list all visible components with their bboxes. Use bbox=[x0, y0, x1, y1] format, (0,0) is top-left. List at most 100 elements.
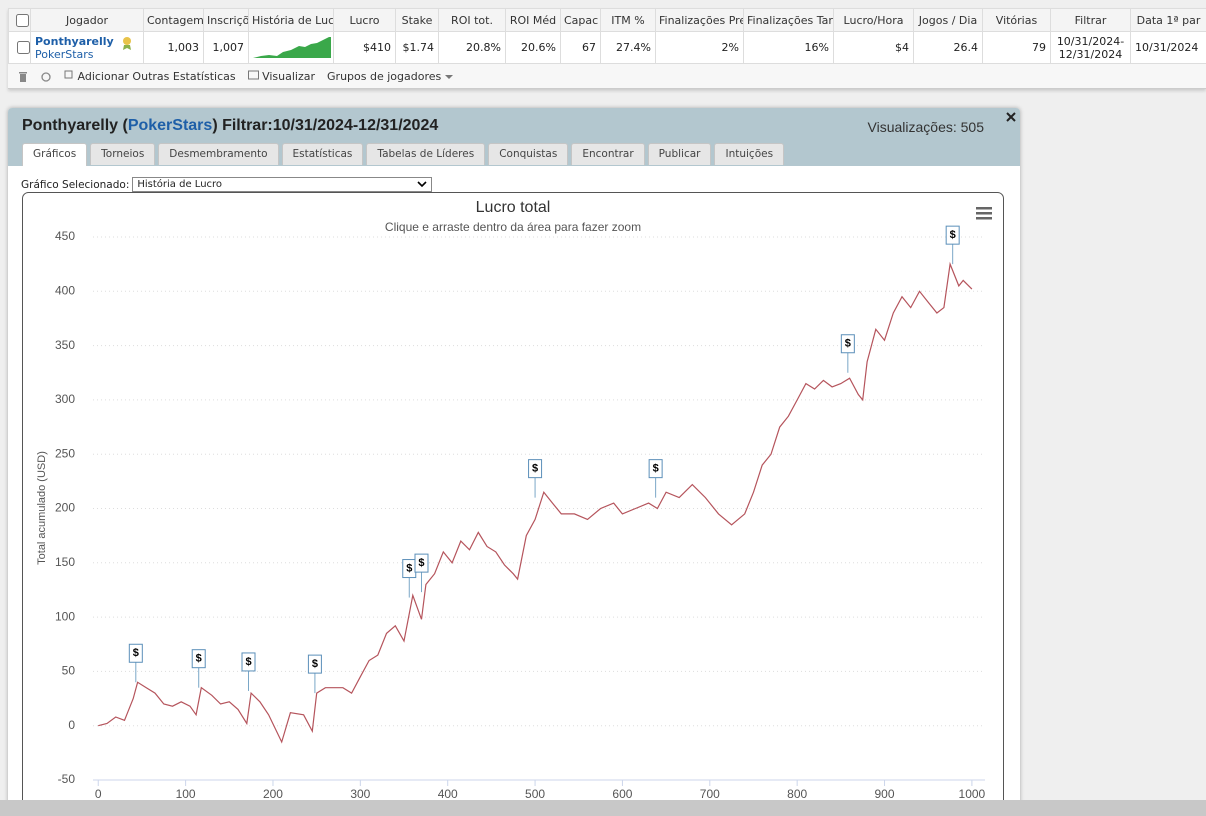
title-filter: ) Filtrar:10/31/2024-12/31/2024 bbox=[212, 117, 439, 134]
column-header[interactable]: ROI Méd bbox=[505, 8, 561, 32]
tab[interactable]: Conquistas bbox=[488, 143, 569, 165]
x-tick-label: 200 bbox=[263, 787, 283, 800]
tab[interactable]: Desmembramento bbox=[158, 143, 279, 165]
add-stats[interactable]: Adicionar Outras Estatísticas bbox=[64, 70, 236, 83]
player-groups[interactable]: Grupos de jogadores bbox=[327, 70, 453, 83]
bottom-bar bbox=[0, 800, 1206, 816]
column-header[interactable]: Stake bbox=[395, 8, 439, 32]
player-site[interactable]: PokerStars bbox=[35, 47, 94, 61]
column-header[interactable]: Data 1ª par bbox=[1130, 8, 1206, 32]
x-tick-label: 800 bbox=[787, 787, 807, 800]
column-header[interactable]: ROI tot. bbox=[438, 8, 506, 32]
tab[interactable]: Publicar bbox=[647, 143, 712, 165]
flag bbox=[648, 459, 663, 479]
groups-label[interactable]: Grupos de jogadores bbox=[327, 69, 442, 83]
add-stats-label[interactable]: Adicionar Outras Estatísticas bbox=[77, 69, 236, 83]
tab[interactable]: Gráficos bbox=[22, 143, 88, 166]
column-header[interactable]: Jogos / Dia bbox=[913, 8, 983, 32]
column-header[interactable]: História de Luc bbox=[248, 8, 334, 32]
column-header[interactable]: Inscriçõ bbox=[203, 8, 249, 32]
selected-option[interactable]: História de Lucro bbox=[137, 179, 223, 190]
icon bbox=[64, 70, 73, 78]
x-tick-label: 500 bbox=[525, 787, 545, 800]
y-tick-label: 150 bbox=[55, 555, 75, 569]
flag-label: $ bbox=[532, 463, 538, 475]
delete-icon[interactable] bbox=[18, 71, 28, 82]
chart-select[interactable]: História de Lucro bbox=[132, 177, 433, 192]
column-header[interactable]: Lucro/Hora bbox=[833, 8, 914, 32]
view[interactable]: Visualizar bbox=[247, 69, 316, 83]
y-tick-label: 250 bbox=[55, 446, 75, 460]
cell: 2% bbox=[655, 31, 744, 64]
player-grid: Jogador Contagem Inscriçõ História de Luc Lu… bbox=[8, 8, 1206, 89]
cell: 16% bbox=[743, 31, 834, 64]
tab[interactable]: Encontrar bbox=[571, 143, 645, 165]
flag-label: $ bbox=[133, 647, 139, 659]
column-header[interactable]: Finalizações Tar bbox=[743, 8, 834, 32]
checkbox[interactable] bbox=[16, 13, 29, 27]
view-label[interactable]: Visualizar bbox=[262, 69, 316, 83]
cell: 1,007 bbox=[203, 31, 249, 64]
x-tick-label: 600 bbox=[612, 787, 632, 800]
x-tick-label: 0 bbox=[95, 787, 102, 800]
chart-frame bbox=[22, 192, 1004, 800]
badge-icon bbox=[123, 37, 131, 50]
flag-label: $ bbox=[418, 557, 424, 569]
select-all[interactable] bbox=[8, 8, 31, 32]
flag-label: $ bbox=[312, 658, 318, 670]
checkbox[interactable] bbox=[17, 41, 30, 54]
column-header[interactable]: Jogador bbox=[30, 8, 144, 32]
x-tick-label: 400 bbox=[438, 787, 458, 800]
cell: 79 bbox=[982, 31, 1051, 64]
player-name[interactable]: Ponthyarelly bbox=[35, 34, 114, 48]
y-tick-label: 0 bbox=[68, 718, 75, 732]
player-row: Ponthyarelly PokerStars 1,003 1,007 $410 … bbox=[8, 31, 1206, 64]
y-tick-label: 200 bbox=[55, 501, 75, 515]
dropdown-arrow bbox=[444, 74, 453, 79]
menu-button[interactable] bbox=[976, 207, 992, 220]
chart-selector: Gráfico Selecionado: História de Lucro bbox=[21, 177, 433, 192]
x-tick-label: 700 bbox=[700, 787, 720, 800]
tab-bar: Gráficos Torneios Desmembramento Estatístic… bbox=[22, 143, 785, 166]
flag-label: $ bbox=[950, 229, 956, 241]
flag bbox=[528, 459, 543, 479]
y-tick-label: 350 bbox=[55, 338, 75, 352]
flag bbox=[840, 334, 855, 354]
cell: 67 bbox=[560, 31, 601, 64]
column-header[interactable]: Contagem bbox=[143, 8, 204, 32]
y-tick-label: 300 bbox=[55, 392, 75, 406]
column-header[interactable]: Vitórias bbox=[982, 8, 1051, 32]
column-header[interactable]: Capac bbox=[560, 8, 601, 32]
column-header[interactable]: Filtrar bbox=[1050, 8, 1131, 32]
y-tick-label: -50 bbox=[58, 772, 76, 786]
stats-table: Jogador Contagem Inscriçõ História de Luc Lu… bbox=[8, 8, 1206, 64]
cell: 27.4% bbox=[600, 31, 656, 64]
close-button[interactable] bbox=[1006, 112, 1016, 122]
tab[interactable]: Torneios bbox=[90, 143, 156, 165]
cell: 20.8% bbox=[438, 31, 506, 64]
cell: 10/31/2024 bbox=[1130, 31, 1206, 64]
y-tick-label: 100 bbox=[55, 609, 75, 623]
dropdown-arrow bbox=[417, 181, 427, 188]
y-tick-label: 50 bbox=[62, 664, 76, 678]
refresh-icon[interactable] bbox=[40, 71, 52, 82]
dialog-header: Ponthyarelly (PokerStars) Filtrar:10/31/… bbox=[8, 108, 1020, 166]
selector-label: Gráfico Selecionado: bbox=[21, 178, 130, 191]
column-header[interactable]: ITM % bbox=[600, 8, 656, 32]
tab[interactable]: Estatísticas bbox=[281, 143, 364, 165]
row-select[interactable] bbox=[8, 31, 31, 64]
profit-line bbox=[98, 261, 973, 744]
chart: Lucro total Clique e arraste dentro da á… bbox=[22, 192, 1004, 800]
column-header[interactable]: Lucro bbox=[333, 8, 396, 32]
tab[interactable]: Tabelas de Líderes bbox=[366, 143, 486, 165]
cell: 10/31/2024-12/31/2024 bbox=[1050, 31, 1131, 64]
icon bbox=[247, 70, 259, 79]
flag bbox=[945, 225, 960, 245]
title-site[interactable]: PokerStars bbox=[127, 117, 213, 134]
header-row: Jogador Contagem Inscriçõ História de Luc Lu… bbox=[8, 8, 1206, 32]
tab[interactable]: Intuições bbox=[714, 143, 785, 165]
column-header[interactable]: Finalizações Pre bbox=[655, 8, 744, 32]
cell: $4 bbox=[833, 31, 914, 64]
flag bbox=[414, 553, 429, 573]
